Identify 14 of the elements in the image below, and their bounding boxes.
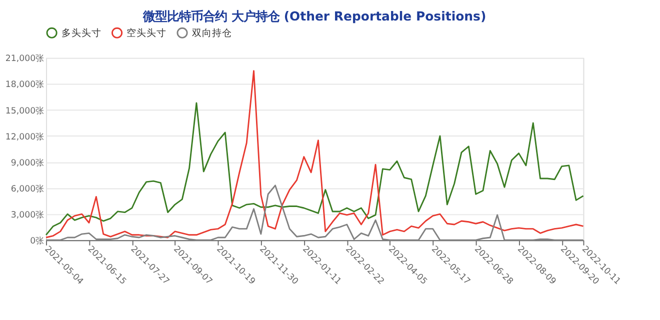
legend-label: 双向持仓 <box>192 26 232 39</box>
line-series <box>45 102 584 236</box>
line-series <box>45 70 584 238</box>
y-tick-label: 9,000张 <box>10 157 45 168</box>
chart-title: 微型比特币合约 大户持仓 (Other Reportable Positions) <box>142 8 486 24</box>
y-tick-label: 15,000张 <box>5 105 45 116</box>
y-tick-label: 18,000张 <box>5 79 45 90</box>
y-tick-label: 21,000张 <box>5 53 45 64</box>
y-tick-label: 3,000张 <box>10 209 45 220</box>
y-tick-label: 12,000张 <box>5 131 45 142</box>
legend-label: 多头头寸 <box>61 26 102 39</box>
y-tick-label: 6,000张 <box>10 183 45 194</box>
y-tick-label: 0张 <box>30 235 45 246</box>
legend-label: 空头头寸 <box>126 26 167 39</box>
